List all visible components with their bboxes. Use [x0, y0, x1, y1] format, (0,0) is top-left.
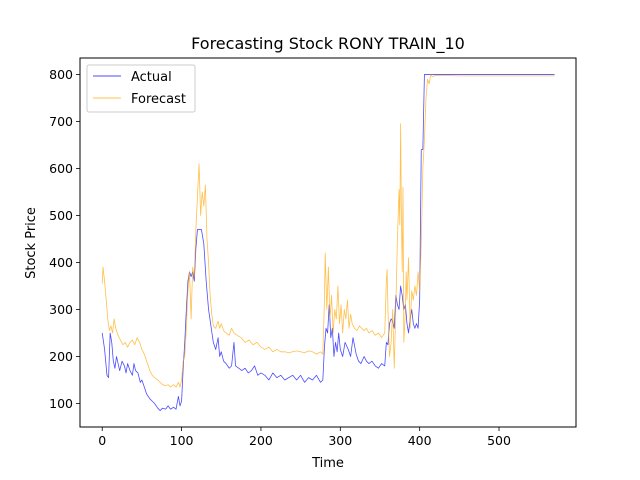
x-tick-label: 400 — [408, 433, 432, 448]
plot-frame — [79, 57, 577, 428]
y-tick-label: 500 — [49, 208, 73, 223]
x-tick-label: 0 — [98, 433, 106, 448]
plot-area: 0 100 200 300 400 500 100 200 300 400 500 600 700 80… — [49, 57, 577, 448]
x-tick-label: 200 — [249, 433, 273, 448]
y-axis-label: Stock Price — [24, 207, 39, 279]
series-layer — [101, 74, 555, 411]
x-tick-label: 500 — [487, 433, 511, 448]
series-line-forecast — [101, 74, 555, 388]
x-axis-ticks: 0 100 200 300 400 500 — [98, 427, 511, 448]
x-tick-label: 100 — [170, 433, 194, 448]
legend: Actual Forecast — [86, 64, 196, 113]
y-tick-label: 800 — [49, 67, 73, 82]
legend-label-forecast: Forecast — [131, 92, 186, 107]
x-tick-label: 300 — [328, 433, 352, 448]
y-axis-ticks: 100 200 300 400 500 600 700 800 — [49, 67, 80, 411]
x-axis-label: Time — [311, 456, 344, 471]
legend-box — [86, 64, 196, 113]
y-tick-label: 300 — [49, 302, 73, 317]
y-tick-label: 400 — [49, 255, 73, 270]
y-tick-label: 200 — [49, 349, 73, 364]
y-tick-label: 700 — [49, 114, 73, 129]
chart-title: Forecasting Stock RONY TRAIN_10 — [191, 34, 465, 54]
legend-label-actual: Actual — [131, 70, 172, 85]
y-tick-label: 100 — [49, 396, 73, 411]
y-tick-label: 600 — [49, 161, 73, 176]
